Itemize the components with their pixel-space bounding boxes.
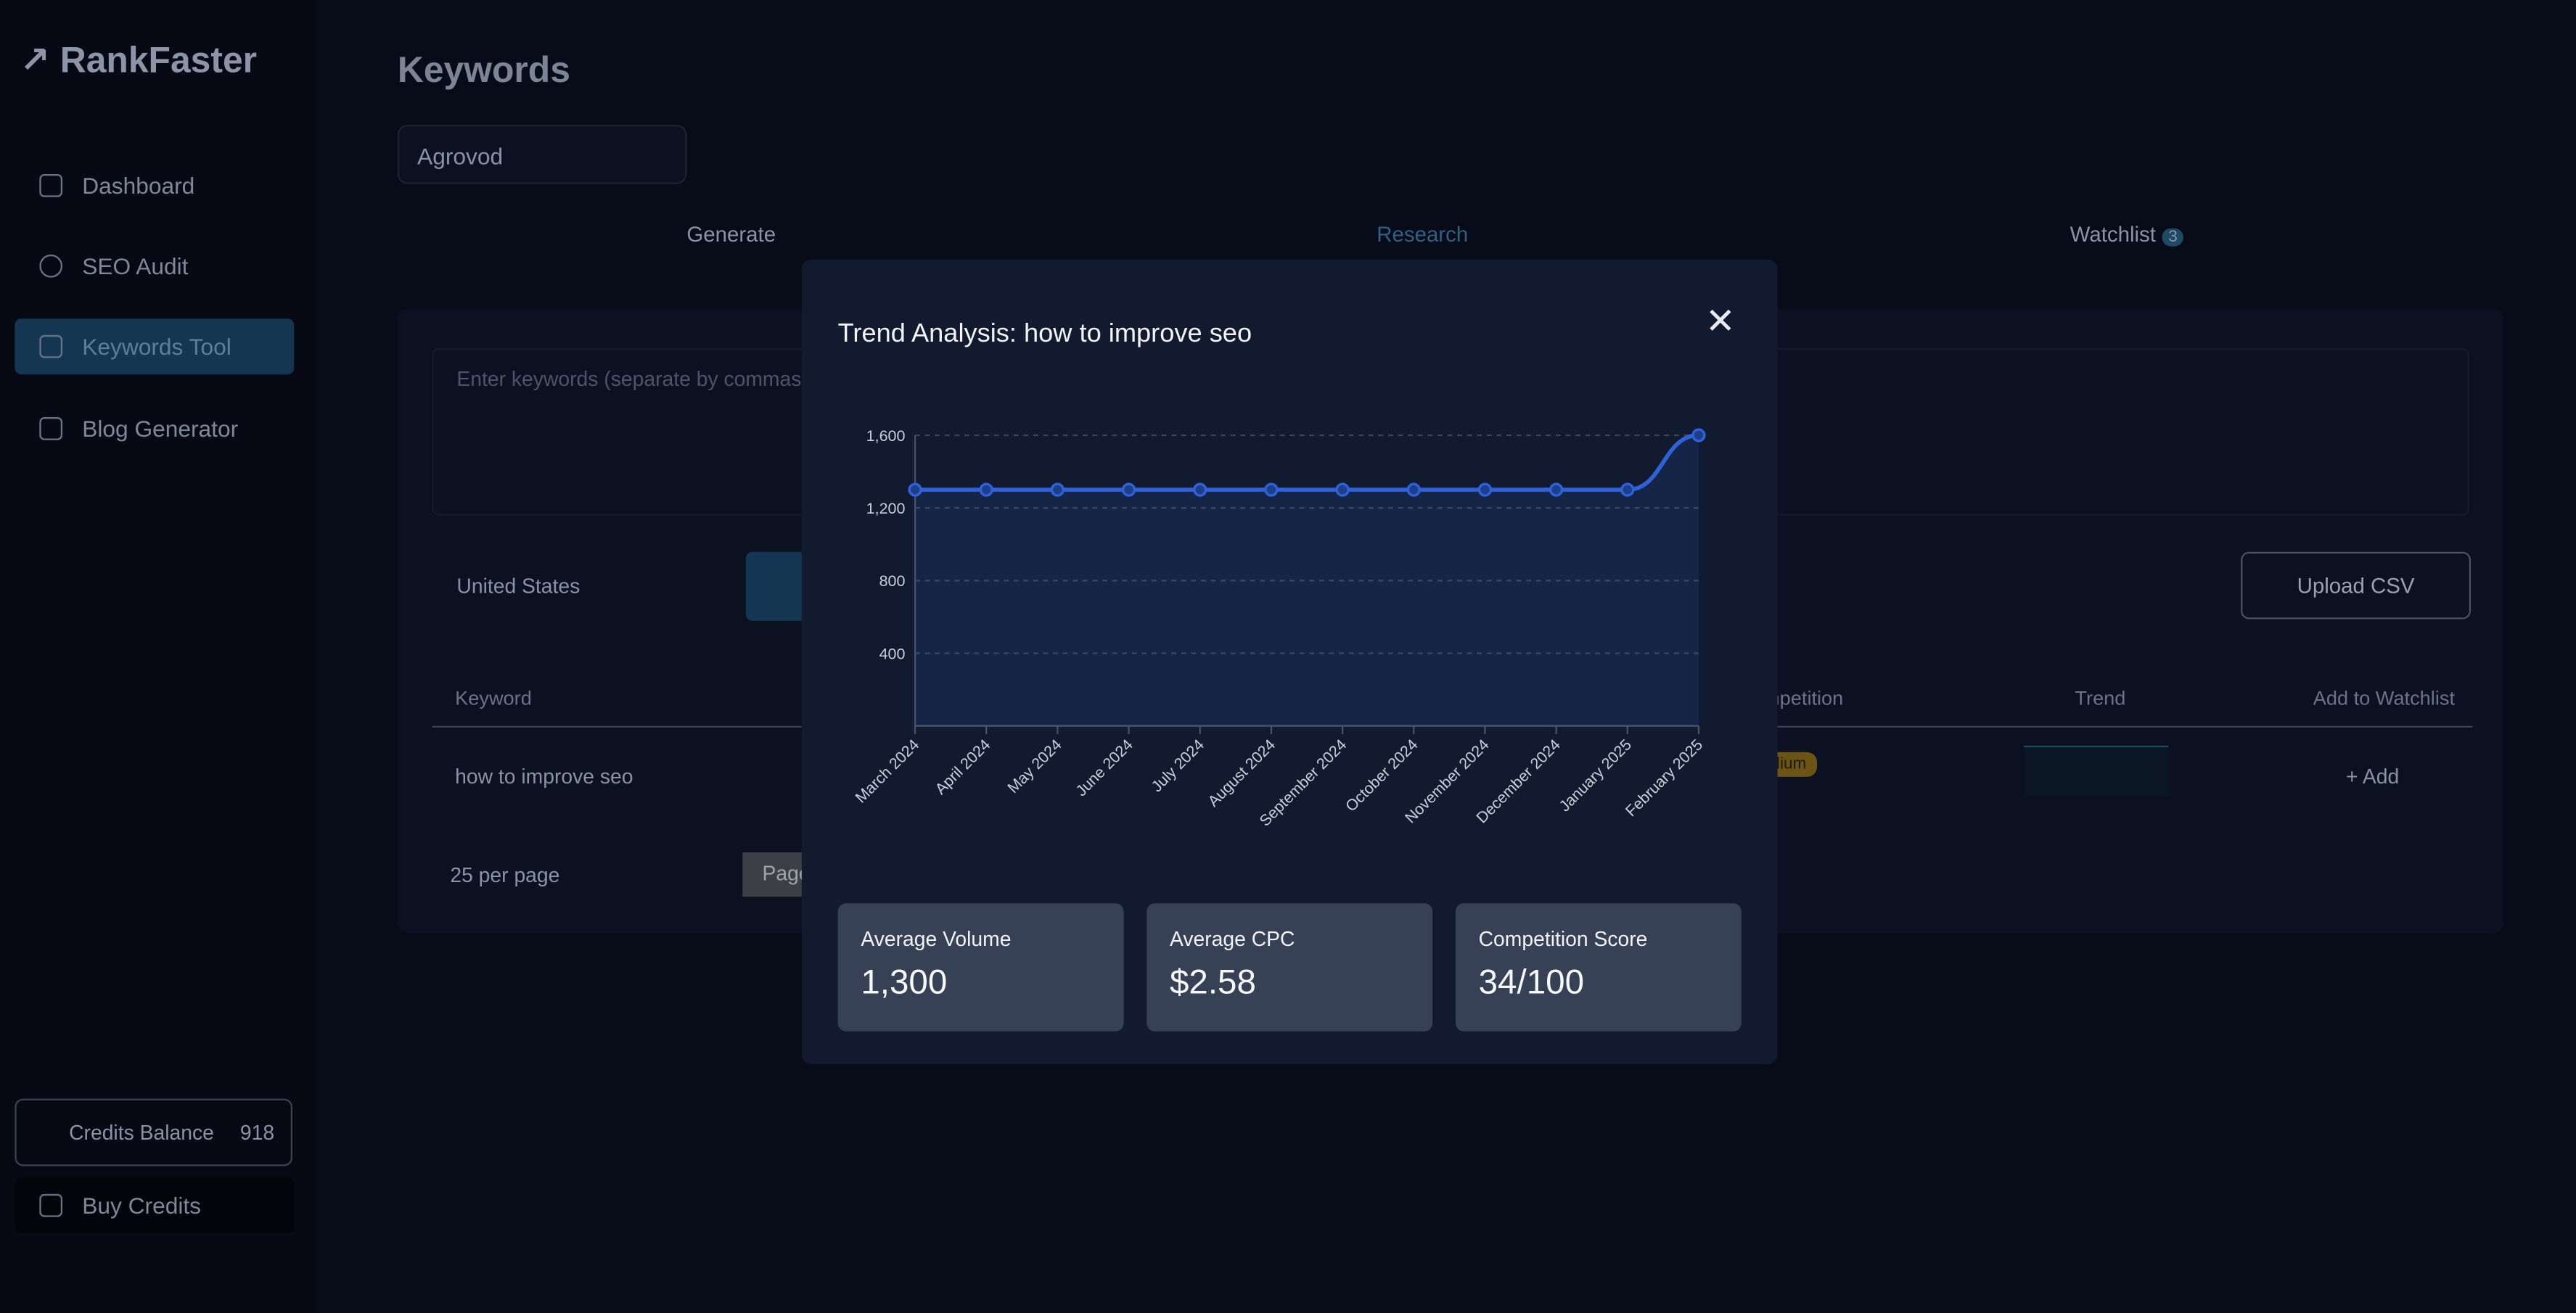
placeholder: Enter keywords (separate by commas)	[456, 368, 808, 391]
credits-value: 918	[239, 1121, 275, 1145]
close-button[interactable]: ✕	[1705, 300, 1736, 342]
per-page-select[interactable]: 25 per page	[450, 863, 560, 887]
y-tick-label: 400	[879, 645, 906, 662]
brand-text: RankFaster	[60, 39, 258, 81]
point	[1121, 482, 1136, 497]
stat-card: Competition Score 34/100	[1455, 903, 1742, 1032]
nav-label: Keywords Tool	[82, 333, 231, 360]
y-tick-label: 1,600	[866, 427, 906, 445]
tab[interactable]: Generate	[686, 221, 776, 247]
country-select[interactable]: United States	[456, 575, 581, 598]
nav-item[interactable]: Blog Generator	[15, 400, 294, 456]
point	[1193, 482, 1207, 497]
nav-item[interactable]: Dashboard	[15, 157, 294, 213]
upload-label: Upload CSV	[2297, 573, 2415, 598]
x-tick-label: May 2024	[1004, 736, 1065, 797]
nav-item[interactable]: Keywords Tool	[15, 318, 295, 375]
nav-label: Blog Generator	[82, 415, 239, 443]
credits-box: Credits Balance 918	[15, 1098, 292, 1166]
area	[915, 435, 1699, 726]
trend-chart: 400 800 1,200 1,600 March 2024 April 2024 May …	[852, 427, 1706, 830]
stat-value: 34/100	[1478, 963, 1585, 1003]
tab[interactable]: Watchlist 3	[2070, 222, 2184, 247]
stat-label: Average CPC	[1169, 928, 1295, 951]
column-header: Trend	[2075, 686, 2126, 710]
line	[915, 433, 1699, 492]
row-keyword: how to improve seo	[455, 765, 633, 789]
page-title: Keywords	[397, 49, 570, 91]
point	[1620, 482, 1635, 497]
x-tick-label: March 2024	[852, 736, 922, 806]
add-label: Add	[2362, 765, 2400, 789]
stat-card: Average CPC $2.58	[1147, 903, 1433, 1032]
x-tick-label: July 2024	[1148, 736, 1207, 795]
brand: ↗ RankFaster	[20, 39, 258, 81]
y-tick-label: 1,200	[866, 500, 906, 517]
x-tick-label: April 2024	[932, 736, 993, 797]
badge: 3	[2162, 228, 2184, 247]
x-tick-label: June 2024	[1072, 736, 1136, 799]
point	[1406, 482, 1421, 497]
column-header: Add to Watchlist	[2313, 686, 2456, 710]
nav-label: SEO Audit	[82, 252, 189, 279]
stat-value: 1,300	[861, 963, 948, 1003]
sidebar: ↗ RankFaster Dashboard SEO Audit Keyword…	[0, 0, 316, 1313]
x-tick-label: October 2024	[1342, 736, 1422, 815]
stat-label: Average Volume	[861, 928, 1012, 951]
x-tick-label: January 2025	[1556, 736, 1635, 815]
project-select[interactable]: Agrovod	[397, 125, 687, 184]
point	[979, 482, 993, 497]
point	[1264, 482, 1279, 497]
tab[interactable]: Research	[1377, 221, 1469, 247]
buy-button[interactable]: Buy Credits	[15, 1177, 295, 1234]
tab-label: Watchlist	[2070, 221, 2156, 247]
point	[1691, 428, 1706, 443]
point	[1050, 482, 1065, 497]
credits-label: Credits Balance	[69, 1121, 214, 1145]
upload-button[interactable]: Upload CSV	[2241, 551, 2472, 620]
nav-item[interactable]: SEO Audit	[15, 238, 294, 294]
y-tick-label: 800	[879, 572, 906, 590]
buy-label: Buy Credits	[82, 1192, 202, 1219]
stat-card: Average Volume 1,300	[837, 903, 1124, 1032]
add-button[interactable]: + Add	[2345, 765, 2400, 789]
modal-title: Trend Analysis: how to improve seo	[837, 320, 1252, 348]
project-label: Agrovod	[417, 142, 504, 170]
nav-label: Dashboard	[82, 172, 195, 199]
point	[1335, 482, 1350, 497]
modal: Trend Analysis: how to improve seo ✕ 400…	[801, 259, 1778, 1065]
stat-label: Competition Score	[1478, 928, 1648, 951]
point	[1477, 482, 1493, 497]
point	[908, 482, 922, 497]
column-header: Keyword	[455, 686, 532, 710]
x-tick-label: February 2025	[1622, 736, 1706, 820]
trend-sparkline	[2024, 745, 2169, 797]
point	[1549, 482, 1564, 497]
x-tick-label: August 2024	[1205, 736, 1279, 810]
stat-value: $2.58	[1169, 963, 1256, 1003]
